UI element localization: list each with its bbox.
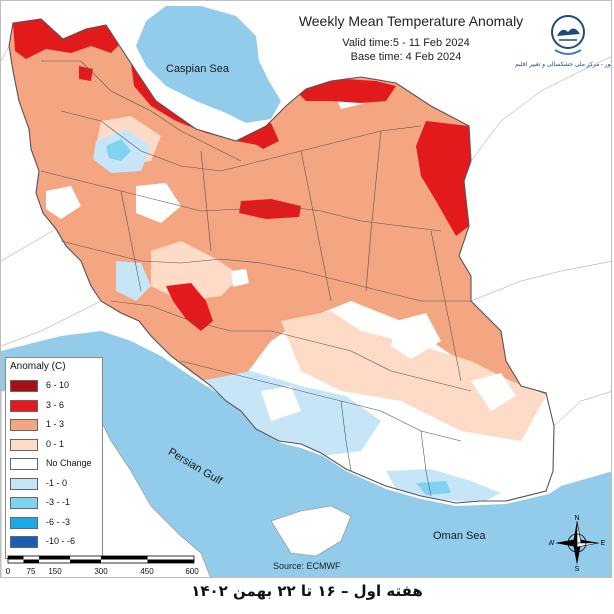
compass-e: E (601, 540, 605, 547)
legend-item: -3 - -1 (10, 495, 100, 511)
legend-label: 3 - 6 (46, 399, 65, 410)
legend-item: -1 - 0 (10, 476, 100, 492)
legend-swatch (10, 380, 38, 392)
scale-tick: 75 (26, 567, 36, 576)
legend-item: -6 - -3 (10, 515, 100, 531)
legend-swatch (10, 497, 38, 509)
legend-label: -6 - -3 (46, 516, 71, 527)
week-caption: هفته اول – ۱۶ تا ۲۲ بهمن ۱۴۰۲ (191, 582, 423, 600)
arabia-tip (270, 505, 352, 557)
valid-time: Valid time:5 - 11 Feb 2024 (342, 37, 470, 49)
compass-s: S (575, 566, 580, 571)
legend-label: -10 - -6 (46, 536, 76, 546)
legend-item: 3 - 6 (10, 398, 100, 414)
legend-label: 0 - 1 (46, 438, 65, 449)
scale-tick: 150 (48, 567, 62, 576)
legend-swatch (10, 399, 38, 412)
legend-label: -3 - -1 (46, 497, 71, 507)
caspian-sea-water (136, 6, 281, 123)
legend-swatch (10, 438, 38, 451)
scale-bar-graphic (7, 555, 195, 564)
source-credit: Source: ECMWF (273, 561, 341, 571)
legend-swatch (10, 516, 38, 529)
province-borders (8, 18, 555, 504)
scale-bar: 0 75 150 300 450 600 (5, 553, 199, 577)
legend-item: -10 - -6 (10, 534, 100, 550)
compass-n: N (574, 515, 579, 522)
legend-item: No Change (10, 456, 100, 472)
map-title: Weekly Mean Temperature Anomaly (298, 13, 524, 29)
legend-swatch (10, 477, 38, 490)
compass-rose-icon: N S E W (548, 515, 606, 573)
scale-tick: 600 (185, 567, 199, 576)
legend-item: 6 - 10 (10, 378, 100, 394)
legend-swatch (10, 536, 38, 548)
scale-tick: 300 (94, 567, 108, 576)
legend: Anomaly (C) 6 - 10 3 - 6 1 - 3 0 - 1 No Chan… (5, 357, 103, 559)
legend-item: 1 - 3 (10, 417, 100, 433)
legend-label: No Change (46, 458, 92, 468)
legend-swatch (10, 458, 38, 470)
legend-label: 1 - 3 (46, 419, 65, 429)
logo-caption: سازمان هواشناسی کشور - مرکز ملی خشکسالی … (515, 62, 611, 68)
compass-w: W (549, 540, 555, 547)
scale-tick: 0 (5, 567, 11, 576)
legend-swatch (10, 419, 38, 431)
caspian-sea-label: Caspian Sea (166, 63, 229, 75)
oman-sea-label: Oman Sea (433, 530, 486, 542)
legend-title: Anomaly (C) (10, 361, 66, 372)
map-frame: Weekly Mean Temperature Anomaly Valid ti… (0, 0, 612, 578)
country-borders (1, 45, 611, 427)
legend-label: -1 - 0 (46, 477, 68, 488)
irimo-logo-icon (551, 15, 585, 55)
base-time: Base time: 4 Feb 2024 (350, 51, 462, 63)
legend-label: 6 - 10 (46, 380, 70, 390)
legend-item: 0 - 1 (10, 437, 100, 453)
scale-tick: 450 (140, 567, 154, 576)
